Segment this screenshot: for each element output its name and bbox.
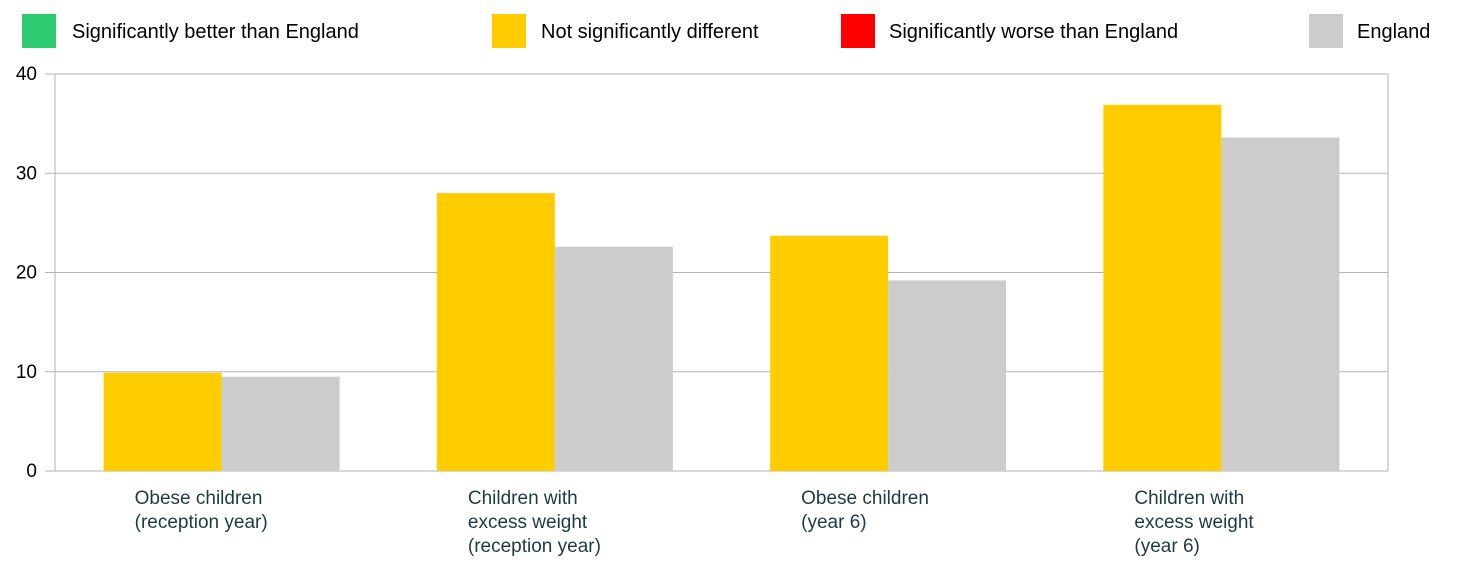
x-category-label: excess weight (1134, 512, 1254, 533)
x-category-label: Obese children (801, 488, 929, 509)
x-category-label: excess weight (468, 512, 588, 533)
y-tick-label: 30 (16, 163, 37, 184)
x-category-label: (reception year) (135, 512, 268, 533)
x-category-label: (reception year) (468, 536, 601, 557)
x-category-label: (year 6) (1134, 536, 1199, 557)
y-tick-label: 10 (16, 362, 37, 383)
legend-label-england: England (1357, 21, 1430, 43)
x-category-label: Children with (1134, 488, 1244, 509)
bar-area-value (103, 372, 222, 471)
bar-england-value (888, 280, 1007, 471)
legend-label-not-different: Not significantly different (541, 21, 759, 43)
legend-label-worse: Significantly worse than England (889, 21, 1178, 43)
x-category-label: Obese children (135, 488, 263, 509)
legend: Significantly better than England Not si… (22, 14, 1430, 48)
x-category-label: (year 6) (801, 512, 866, 533)
legend-swatch-better (22, 14, 56, 48)
y-tick-label: 0 (26, 461, 37, 482)
legend-label-better: Significantly better than England (72, 21, 359, 43)
bar-area-value (770, 235, 889, 471)
bar-area-value (436, 193, 555, 471)
legend-swatch-england (1309, 14, 1343, 48)
bar-england-value (554, 246, 673, 471)
bar-england-value (221, 376, 340, 471)
x-axis: Obese children (reception year) Children w… (135, 488, 1255, 557)
bar-area-value (1103, 104, 1222, 471)
legend-swatch-not-different (492, 14, 526, 48)
y-axis: 0 10 20 30 40 (16, 64, 55, 482)
y-tick-label: 20 (16, 263, 37, 284)
bars (103, 104, 1340, 471)
legend-swatch-worse (841, 14, 875, 48)
y-tick-label: 40 (16, 64, 37, 85)
x-category-label: Children with (468, 488, 578, 509)
bar-england-value (1221, 137, 1340, 471)
